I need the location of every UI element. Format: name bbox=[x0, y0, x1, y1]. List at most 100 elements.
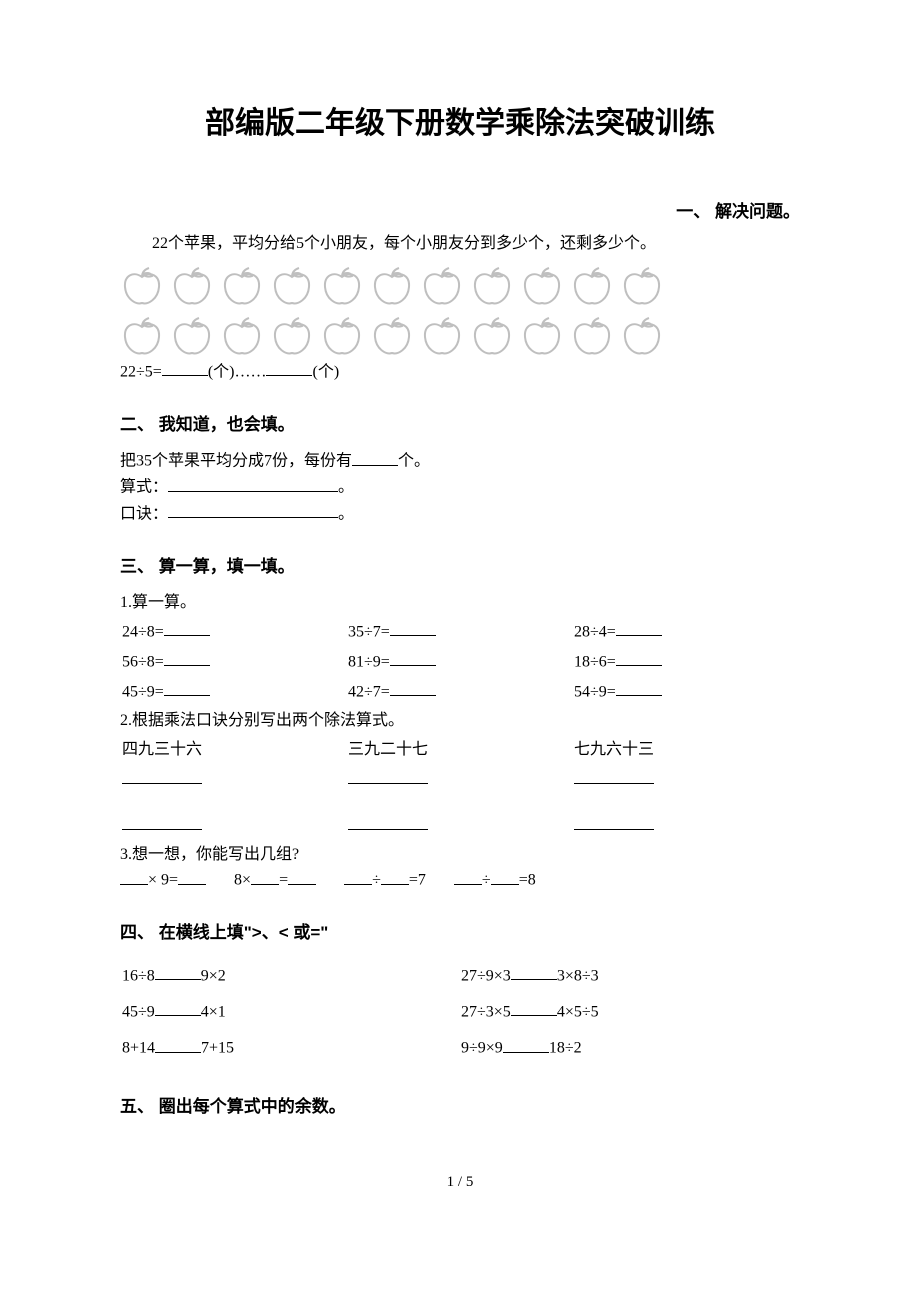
cmp-left: 16÷8 bbox=[122, 967, 155, 984]
cmp-right: 4×5÷5 bbox=[557, 1003, 599, 1020]
cmp-right: 18÷2 bbox=[549, 1040, 582, 1057]
blank-p3[interactable] bbox=[344, 867, 372, 885]
eq-prefix: 22÷5= bbox=[120, 363, 162, 380]
cmp-right: 3×8÷3 bbox=[557, 967, 599, 984]
s2-l2e: 。 bbox=[338, 479, 354, 496]
blank-kj[interactable] bbox=[122, 812, 202, 830]
calc-cell: 18÷6= bbox=[574, 653, 616, 670]
apple-icon bbox=[620, 315, 664, 357]
s2-l3: 口诀： bbox=[120, 505, 168, 522]
cmp-left: 8+14 bbox=[122, 1040, 155, 1057]
apple-icon bbox=[220, 265, 264, 307]
s2-l3e: 。 bbox=[338, 505, 354, 522]
apples-row-1 bbox=[120, 265, 800, 307]
blank-cmp[interactable] bbox=[511, 999, 557, 1017]
apple-icon bbox=[520, 265, 564, 307]
blank-kj[interactable] bbox=[122, 766, 202, 784]
problem-1-equation: 22÷5= (个)…… (个) bbox=[120, 359, 800, 385]
cmp-left: 27÷3×5 bbox=[461, 1003, 511, 1020]
s2-l1a: 把35个苹果平均分成7份，每份有 bbox=[120, 453, 352, 470]
p3a: × 9= bbox=[148, 872, 178, 889]
eq-unit1: (个)…… bbox=[208, 363, 267, 380]
p3b: 8× bbox=[234, 872, 251, 889]
blank-p3[interactable] bbox=[288, 867, 316, 885]
apple-icon bbox=[320, 265, 364, 307]
calc-cell: 81÷9= bbox=[348, 653, 390, 670]
calc-cell: 45÷9= bbox=[122, 683, 164, 700]
blank-calc[interactable] bbox=[390, 649, 436, 667]
section-5-label: 五、 圈出每个算式中的余数。 bbox=[120, 1093, 800, 1120]
blank-calc[interactable] bbox=[390, 679, 436, 697]
blank-kj[interactable] bbox=[348, 812, 428, 830]
cmp-right: 9×2 bbox=[201, 967, 226, 984]
blank-calc[interactable] bbox=[616, 679, 662, 697]
s3-p3-label: 3.想一想，你能写出几组? bbox=[120, 842, 800, 868]
blank-cmp[interactable] bbox=[155, 1035, 201, 1053]
p3c: ÷ bbox=[372, 872, 381, 889]
calc-grid: 24÷8=35÷7=28÷4=56÷8=81÷9=18÷6=45÷9=42÷7=… bbox=[120, 616, 800, 709]
s3-p1-label: 1.算一算。 bbox=[120, 590, 800, 616]
calc-cell: 24÷8= bbox=[122, 623, 164, 640]
calc-cell: 54÷9= bbox=[574, 683, 616, 700]
compare-grid: 16÷89×227÷9×33×8÷345÷94×127÷3×54×5÷58+14… bbox=[120, 957, 800, 1068]
blank-s2-3[interactable] bbox=[168, 501, 338, 519]
s2-line1: 把35个苹果平均分成7份，每份有个。 bbox=[120, 448, 800, 474]
s3-p3-row: × 9= 8× = ÷ =7 ÷ =8 bbox=[120, 867, 800, 893]
apple-icon bbox=[420, 315, 464, 357]
blank-kj[interactable] bbox=[574, 812, 654, 830]
blank-calc[interactable] bbox=[616, 649, 662, 667]
eq-unit2: (个) bbox=[312, 363, 339, 380]
blank-calc[interactable] bbox=[164, 649, 210, 667]
apple-icon bbox=[370, 315, 414, 357]
calc-cell: 42÷7= bbox=[348, 683, 390, 700]
apple-icon bbox=[570, 265, 614, 307]
calc-cell: 56÷8= bbox=[122, 653, 164, 670]
blank-cmp[interactable] bbox=[511, 963, 557, 981]
problem-1-text: 22个苹果，平均分给5个小朋友，每个小朋友分到多少个，还剩多少个。 bbox=[120, 231, 800, 257]
blank-cmp[interactable] bbox=[155, 999, 201, 1017]
blank-quotient[interactable] bbox=[162, 359, 208, 377]
p3d2: =8 bbox=[519, 872, 536, 889]
blank-kj[interactable] bbox=[574, 766, 654, 784]
cmp-left: 27÷9×3 bbox=[461, 967, 511, 984]
cmp-right: 7+15 bbox=[201, 1040, 234, 1057]
blank-p3[interactable] bbox=[454, 867, 482, 885]
blank-p3[interactable] bbox=[381, 867, 409, 885]
blank-cmp[interactable] bbox=[155, 963, 201, 981]
apple-icon bbox=[470, 315, 514, 357]
p3b2: = bbox=[279, 872, 288, 889]
apple-icon bbox=[520, 315, 564, 357]
koujue-3: 七九六十三 bbox=[574, 736, 798, 764]
blank-s2-2[interactable] bbox=[168, 474, 338, 492]
cmp-right: 4×1 bbox=[201, 1003, 226, 1020]
blank-calc[interactable] bbox=[164, 619, 210, 637]
blank-p3[interactable] bbox=[251, 867, 279, 885]
apple-icon bbox=[570, 315, 614, 357]
p3c2: =7 bbox=[409, 872, 426, 889]
blank-cmp[interactable] bbox=[503, 1035, 549, 1053]
page-title: 部编版二年级下册数学乘除法突破训练 bbox=[120, 100, 800, 148]
apple-icon bbox=[270, 315, 314, 357]
section-3-label: 三、 算一算，填一填。 bbox=[120, 553, 800, 580]
apple-icon bbox=[420, 265, 464, 307]
blank-s2-1[interactable] bbox=[352, 448, 398, 466]
section-4-label: 四、 在横线上填">、< 或=" bbox=[120, 919, 800, 946]
blank-p3[interactable] bbox=[491, 867, 519, 885]
apple-icon bbox=[170, 265, 214, 307]
blank-p3[interactable] bbox=[120, 867, 148, 885]
p3d: ÷ bbox=[482, 872, 491, 889]
blank-remainder[interactable] bbox=[266, 359, 312, 377]
calc-cell: 35÷7= bbox=[348, 623, 390, 640]
cmp-left: 9÷9×9 bbox=[461, 1040, 503, 1057]
apple-icon bbox=[220, 315, 264, 357]
blank-calc[interactable] bbox=[390, 619, 436, 637]
koujue-grid: 四九三十六 三九二十七 七九六十三 bbox=[120, 734, 800, 842]
apples-container bbox=[120, 265, 800, 357]
blank-p3[interactable] bbox=[178, 867, 206, 885]
blank-calc[interactable] bbox=[616, 619, 662, 637]
blank-calc[interactable] bbox=[164, 679, 210, 697]
blank-kj[interactable] bbox=[348, 766, 428, 784]
apple-icon bbox=[470, 265, 514, 307]
apple-icon bbox=[320, 315, 364, 357]
section-2-label: 二、 我知道，也会填。 bbox=[120, 411, 800, 438]
